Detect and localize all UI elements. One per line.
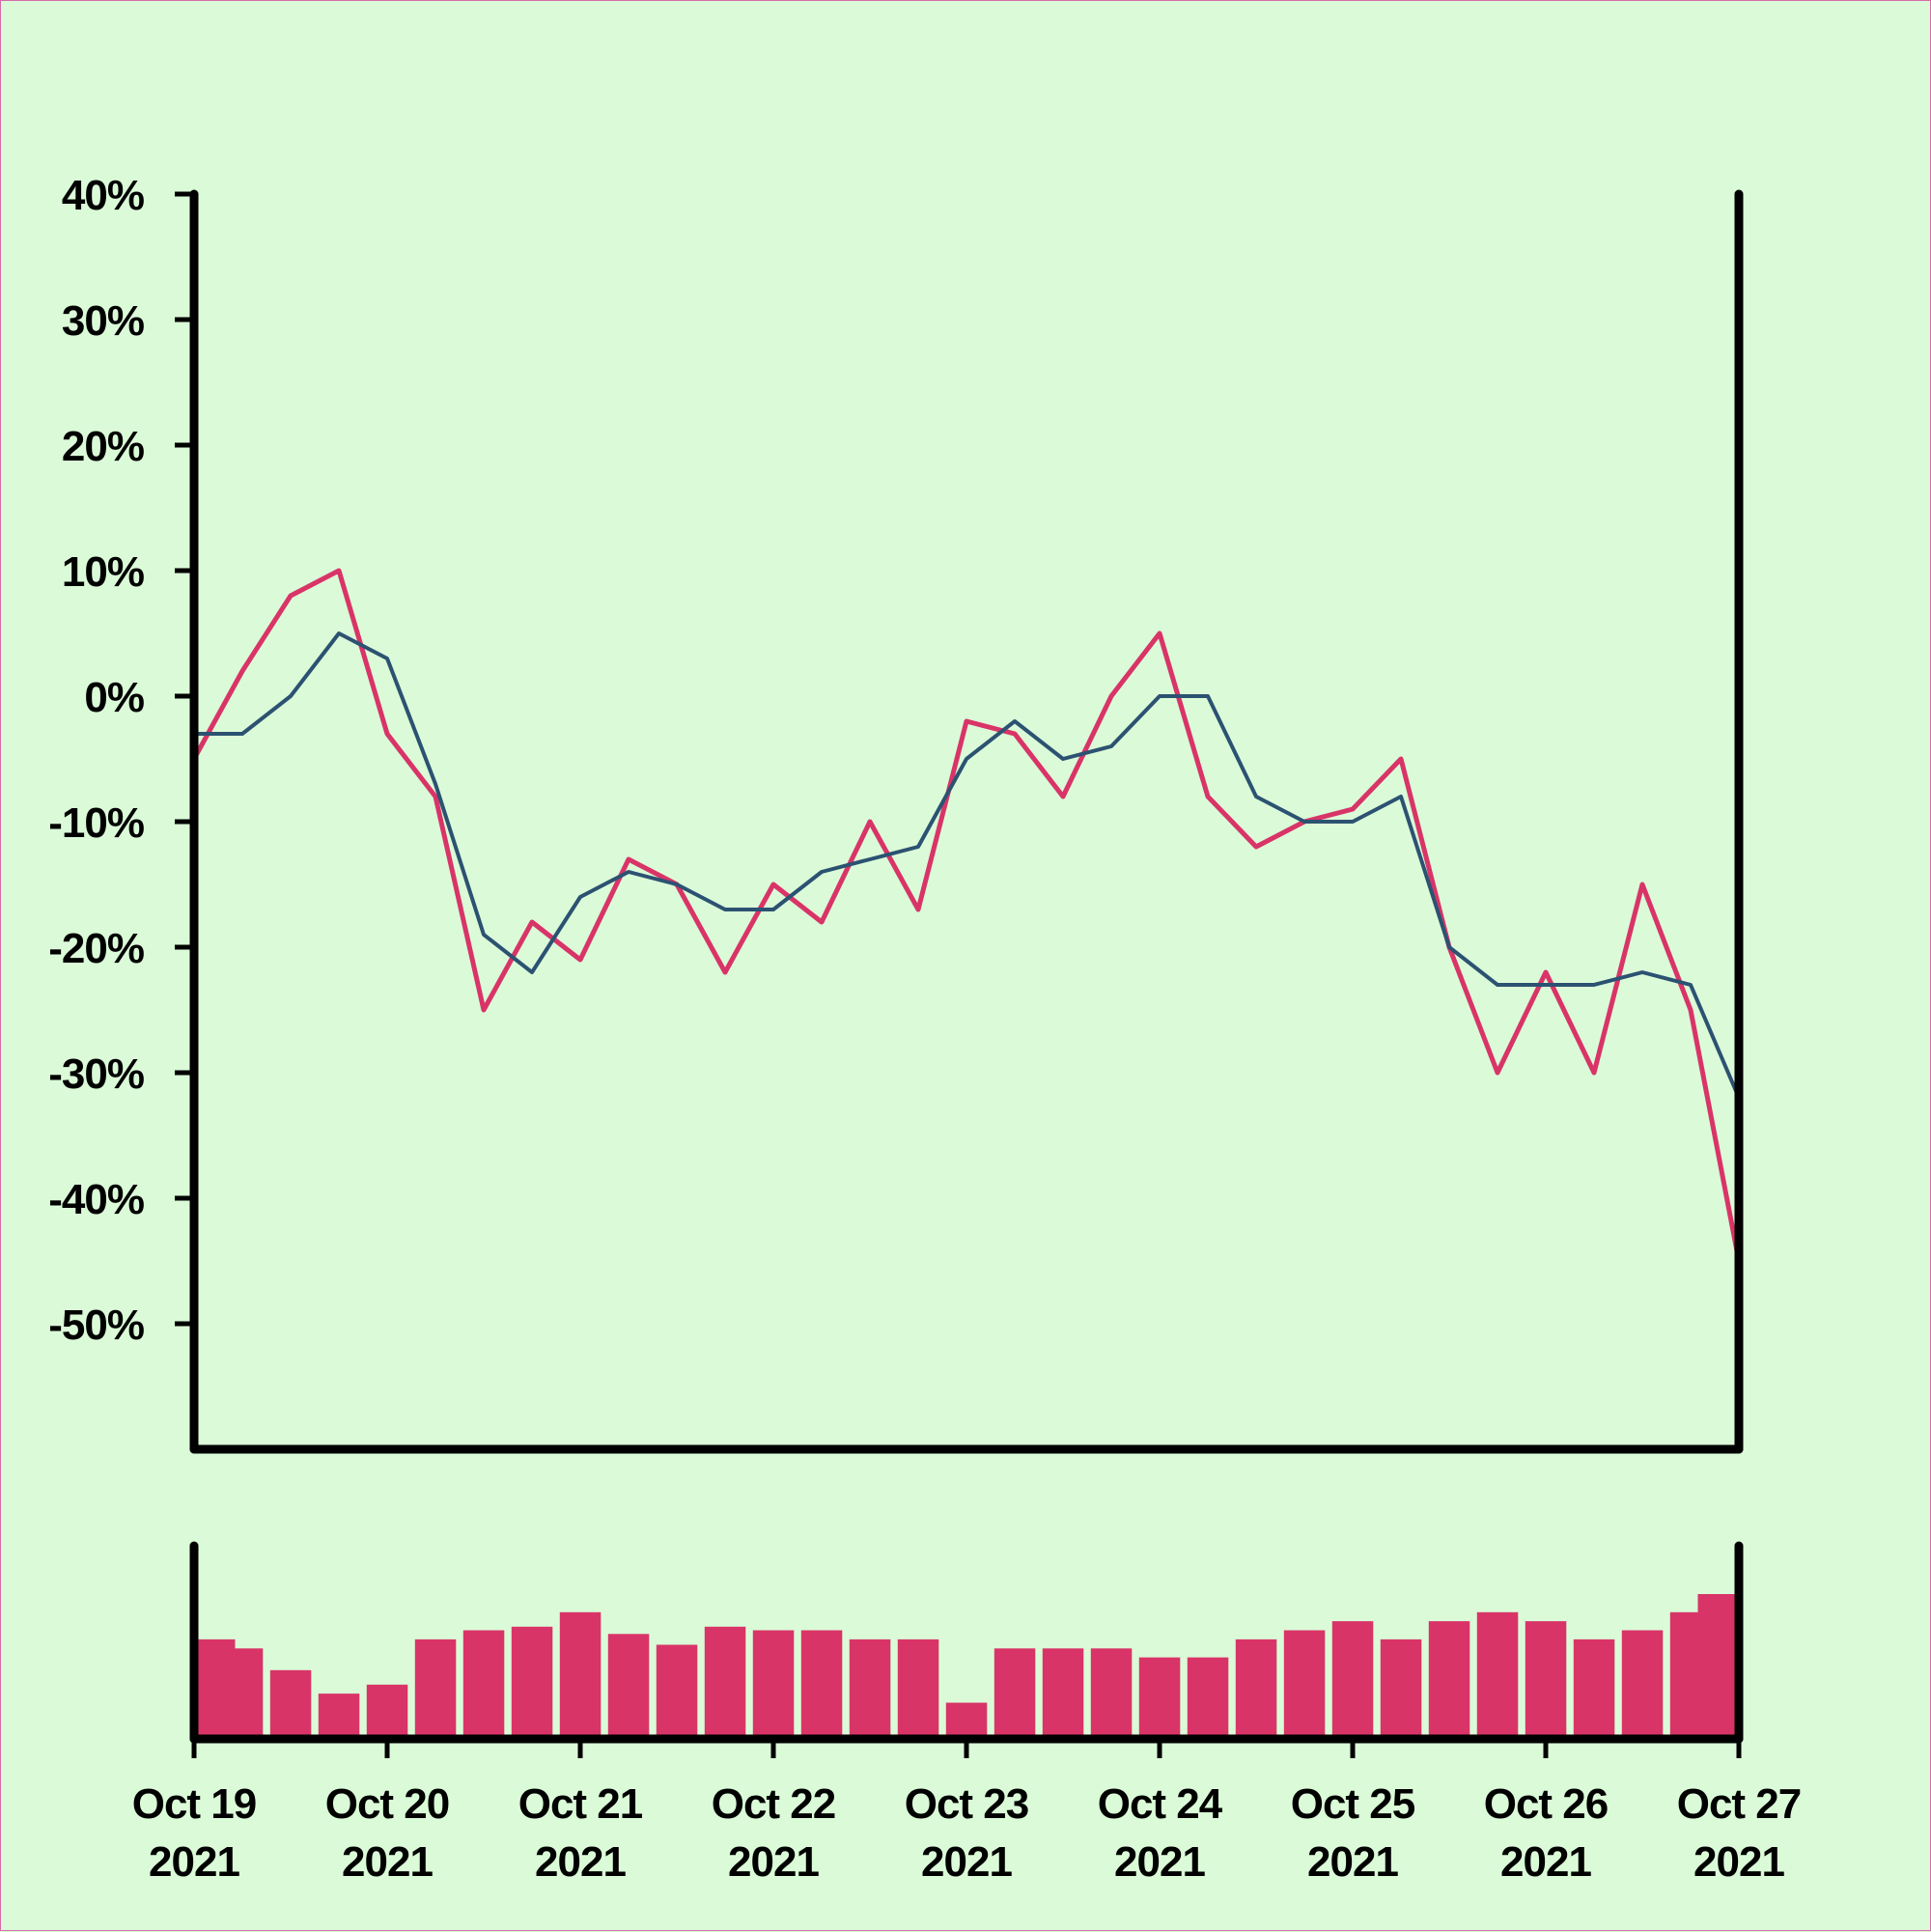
volume-bar [1187, 1657, 1229, 1739]
volume-bar [1331, 1621, 1374, 1739]
x-tick-label-year: 2021 [149, 1838, 239, 1886]
volume-bar [1525, 1621, 1567, 1739]
x-tick-label-year: 2021 [1114, 1838, 1205, 1886]
y-tick-label: 30% [62, 297, 144, 345]
y-tick-label: 40% [62, 172, 144, 219]
y-tick-label: -50% [48, 1302, 144, 1349]
volume-bar [897, 1638, 939, 1739]
volume-bar [511, 1626, 553, 1739]
x-tick-label-year: 2021 [728, 1838, 819, 1886]
x-tick-label-date: Oct 23 [905, 1780, 1029, 1828]
y-tick-label: -30% [48, 1050, 144, 1098]
volume-bar [1697, 1594, 1739, 1739]
volume-bar [607, 1634, 650, 1739]
volume-bar [1621, 1630, 1664, 1739]
volume-bar [366, 1684, 408, 1739]
volume-bar [800, 1630, 843, 1739]
y-tick-label: -40% [48, 1176, 144, 1223]
x-tick-label-date: Oct 20 [325, 1780, 450, 1828]
volume-bar [849, 1638, 891, 1739]
y-tick-label: 20% [62, 423, 144, 470]
x-tick-label-year: 2021 [1500, 1838, 1591, 1886]
x-tick-label-year: 2021 [1693, 1838, 1784, 1886]
x-tick-label-year: 2021 [921, 1838, 1012, 1886]
y-tick-label: 10% [62, 548, 144, 596]
x-tick-label-year: 2021 [1307, 1838, 1398, 1886]
y-tick-label: -10% [48, 799, 144, 847]
volume-bar [318, 1694, 360, 1739]
x-tick-label-date: Oct 27 [1677, 1780, 1802, 1828]
volume-bar [752, 1630, 795, 1739]
x-tick-label-year: 2021 [535, 1838, 626, 1886]
moving-average-series-line [192, 631, 1741, 1100]
y-tick-label: 0% [84, 674, 144, 721]
x-tick-label-date: Oct 25 [1291, 1780, 1415, 1828]
volume-bar [1235, 1638, 1277, 1739]
volume-bar [1090, 1648, 1133, 1740]
y-tick-label: -20% [48, 925, 144, 972]
x-tick-label-date: Oct 22 [712, 1780, 836, 1828]
volume-bar [559, 1611, 602, 1739]
volume-bar [269, 1669, 312, 1740]
volume-bar [704, 1626, 746, 1739]
x-tick-label-year: 2021 [342, 1838, 433, 1886]
x-tick-label-date: Oct 21 [518, 1780, 643, 1828]
volume-bar [414, 1638, 457, 1739]
volume-bar [1573, 1638, 1615, 1739]
volume-bar [462, 1630, 505, 1739]
x-tick-label-date: Oct 24 [1098, 1780, 1223, 1828]
volume-bar [1380, 1638, 1422, 1739]
volume-bar [1283, 1630, 1326, 1739]
volume-bar [945, 1702, 988, 1739]
x-tick-label-date: Oct 26 [1484, 1780, 1609, 1828]
volume-bar [1476, 1611, 1519, 1739]
volume-bar [656, 1644, 698, 1739]
volume-bar [993, 1648, 1036, 1740]
volume-bar [221, 1648, 264, 1740]
volume-bar [1428, 1621, 1470, 1739]
x-tick-label-date: Oct 19 [132, 1780, 257, 1828]
price-series-line [191, 568, 1742, 1264]
volume-bar [1042, 1648, 1084, 1740]
volume-bar [1138, 1657, 1181, 1739]
